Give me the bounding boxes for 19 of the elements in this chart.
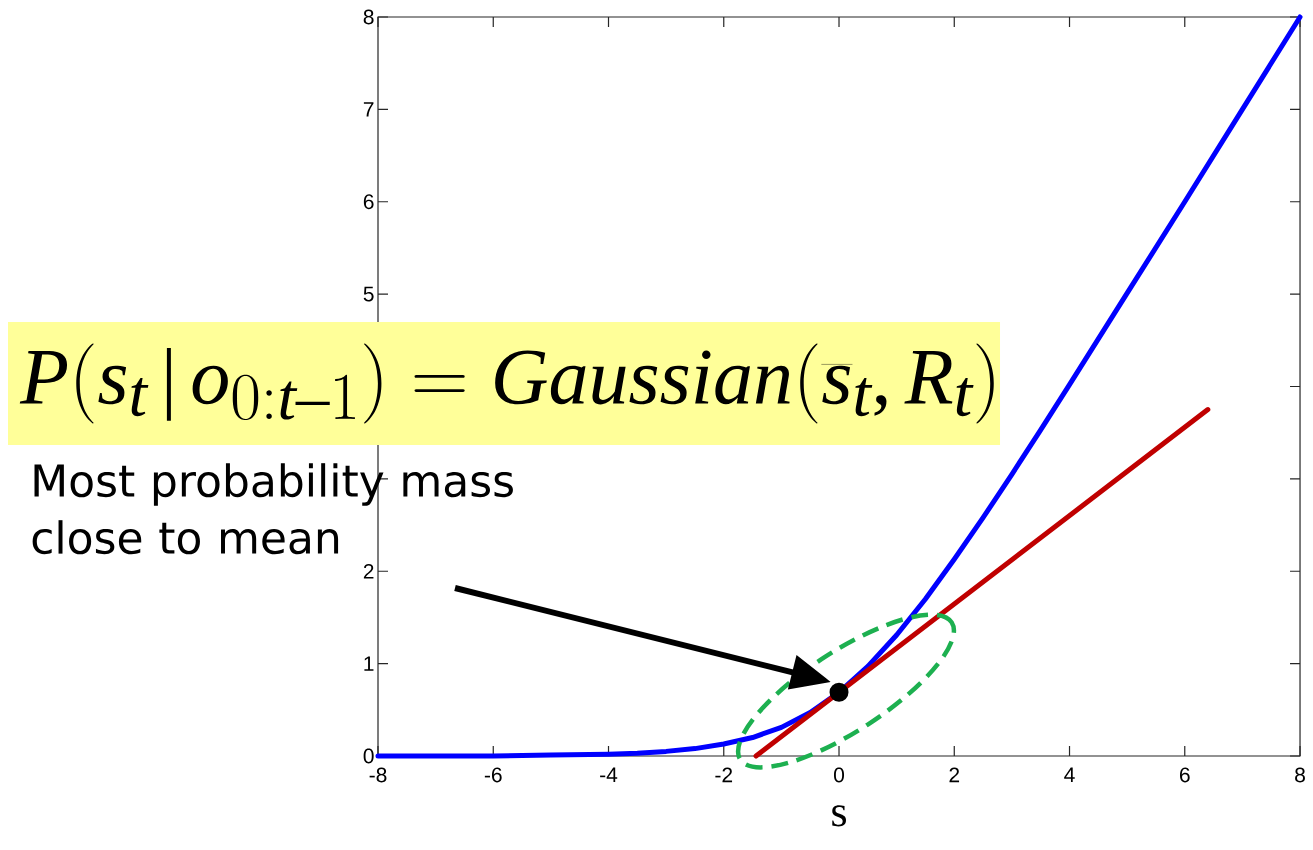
x-tick-label: -2 bbox=[715, 767, 733, 783]
x-tick-label: 6 bbox=[1179, 767, 1190, 783]
y-tick-label: 5 bbox=[363, 286, 374, 302]
x-tick-label: -6 bbox=[484, 767, 502, 783]
x-axis-title: s bbox=[832, 805, 846, 827]
y-tick-label: 7 bbox=[363, 102, 374, 117]
y-tick-label: 6 bbox=[363, 194, 374, 210]
x-tick-label: -4 bbox=[600, 767, 618, 782]
annotation: $P(s_t \,|\, o_{0:t-1}) = Gaussian(\overline{s}_t, R_t)$ bbox=[19, 343, 994, 424]
x-tick-label: 4 bbox=[1064, 767, 1075, 782]
x-tick-label: -8 bbox=[369, 767, 387, 783]
x-tick-label: 8 bbox=[1295, 767, 1305, 783]
y-tick-label: 0 bbox=[363, 748, 374, 764]
annotation: Most probability mass close to mean bbox=[32, 463, 513, 555]
y-tick-label: 2 bbox=[363, 563, 374, 579]
x-tick-label: 0 bbox=[834, 767, 845, 783]
x-tick-label: 2 bbox=[949, 767, 960, 783]
y-tick-label: 8 bbox=[363, 9, 374, 25]
y-tick-label: 1 bbox=[364, 656, 374, 671]
